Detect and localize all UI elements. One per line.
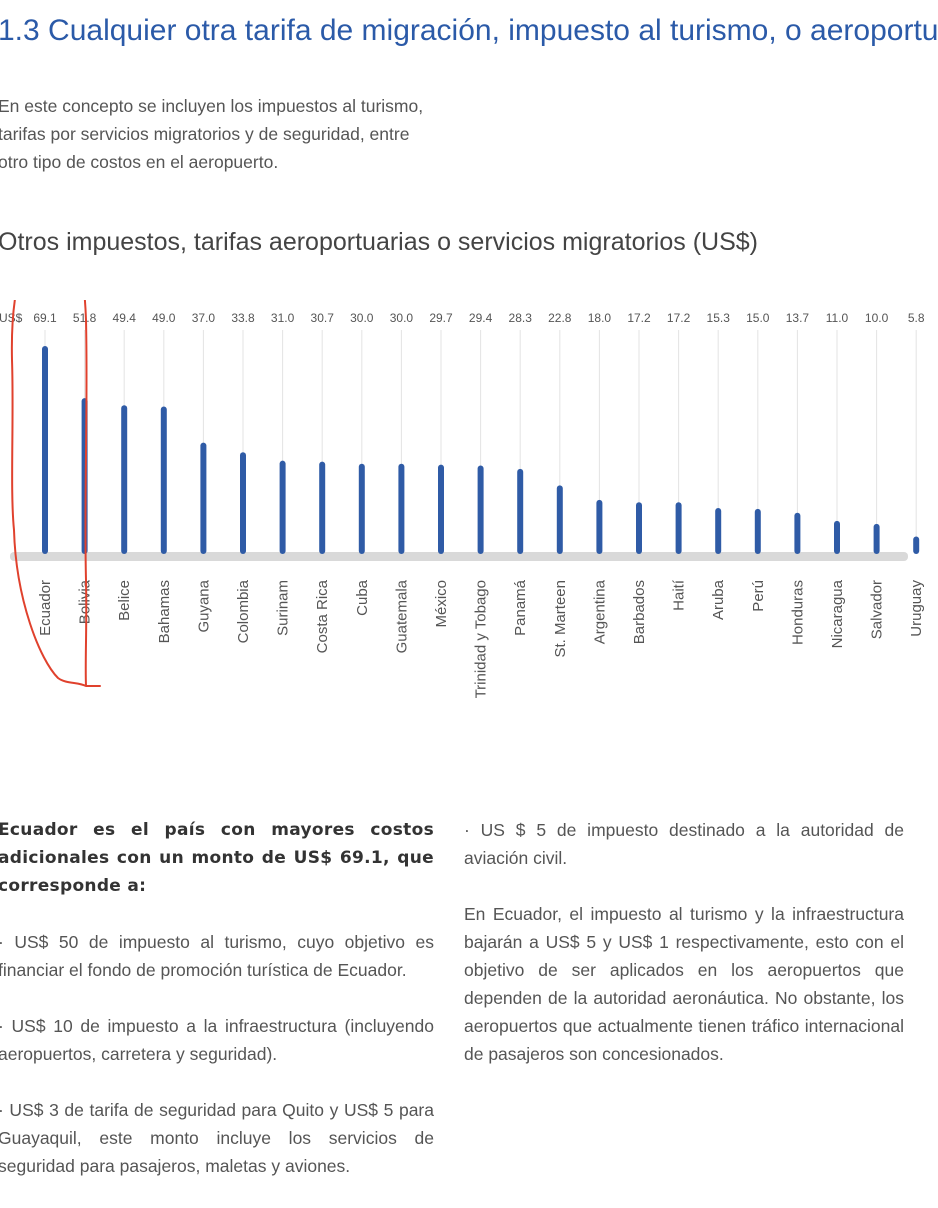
bar	[42, 346, 48, 554]
bar	[873, 523, 880, 554]
category-label: Uruguay	[908, 580, 925, 637]
category-label: Colombia	[235, 579, 252, 643]
category-label: Costa Rica	[314, 579, 331, 653]
bar	[160, 406, 167, 554]
category-label: Ecuador	[37, 580, 54, 636]
chart-title: Otros impuestos, tarifas aeroportuarias …	[0, 228, 758, 256]
data-label: 15.0	[746, 311, 770, 325]
category-label: St. Marteen	[552, 580, 569, 658]
data-label: 5.8	[908, 311, 925, 325]
data-label: 28.3	[509, 311, 533, 325]
data-label: 17.2	[667, 311, 691, 325]
bar	[556, 485, 563, 554]
category-label: Bahamas	[156, 580, 173, 643]
bar	[438, 464, 444, 554]
category-label: Aruba	[710, 579, 727, 620]
data-label: 30.0	[350, 311, 374, 325]
data-label: 30.0	[390, 311, 414, 325]
data-label: 18.0	[588, 311, 612, 325]
data-label: 29.4	[469, 311, 493, 325]
data-label: 29.7	[429, 311, 453, 325]
bar	[715, 507, 722, 554]
category-label: Belice	[116, 580, 133, 621]
category-label: Cuba	[354, 579, 371, 616]
list-item: · US $ 5 de impuesto destinado a la auto…	[464, 820, 904, 868]
list-item: · US$ 50 de impuesto al turismo, cuyo ob…	[0, 932, 434, 980]
x-axis-baseline	[10, 552, 908, 561]
bar	[675, 502, 682, 554]
category-label: Guyana	[195, 579, 212, 632]
key-finding: Ecuador es el país con mayores costos ad…	[0, 820, 434, 896]
data-label: 13.7	[786, 311, 810, 325]
bar	[240, 452, 246, 554]
bar	[596, 499, 603, 554]
data-label: 49.4	[113, 311, 137, 325]
left-text-column: Ecuador es el país con mayores costos ad…	[0, 816, 434, 1208]
data-label: 33.8	[231, 311, 255, 325]
bar	[279, 460, 286, 554]
bar	[200, 442, 207, 554]
bar-chart: US$ 69.1 51.8 49.4 49.0 37.0 33.8 31.0 30.7 30.0…	[0, 300, 925, 698]
category-label: Argentina	[591, 579, 608, 644]
data-label: 31.0	[271, 311, 295, 325]
category-label: Guatemala	[393, 579, 410, 653]
data-label: 17.2	[627, 311, 651, 325]
bar	[477, 465, 484, 554]
bar	[794, 512, 801, 554]
bar	[121, 405, 128, 554]
bar	[834, 520, 840, 554]
bar	[636, 502, 642, 554]
bar	[358, 463, 365, 554]
data-label: 30.7	[311, 311, 335, 325]
category-label: Nicaragua	[829, 579, 846, 648]
data-label: 22.8	[548, 311, 572, 325]
data-label: 69.1	[33, 311, 57, 325]
data-label: 11.0	[826, 311, 849, 325]
body-paragraph: En Ecuador, el impuesto al turismo y la …	[464, 904, 904, 1064]
annotation-freehand-circle	[10, 300, 101, 687]
list-item: · US$ 3 de tarifa de seguridad para Quit…	[0, 1100, 434, 1176]
bar	[319, 461, 326, 554]
list-item: · US$ 10 de impuesto a la infraestructur…	[0, 1016, 434, 1064]
category-label: Perú	[750, 580, 767, 612]
category-label: Panamá	[512, 579, 529, 636]
section-heading: 1.3 Cualquier otra tarifa de migración, …	[0, 14, 938, 47]
data-label: 10.0	[865, 311, 889, 325]
category-label: Barbados	[631, 580, 648, 644]
data-label: 15.3	[707, 311, 731, 325]
bar	[398, 463, 405, 554]
category-label: Bolivia	[77, 579, 94, 624]
data-label: 37.0	[192, 311, 216, 325]
category-label: Trinidad y Tobago	[473, 580, 490, 698]
right-text-column: · US $ 5 de impuesto destinado a la auto…	[464, 816, 904, 1096]
category-label: México	[433, 580, 450, 628]
bar	[754, 508, 761, 554]
intro-paragraph: En este concepto se incluyen los impuest…	[0, 96, 424, 172]
y-unit-label: US$	[0, 311, 23, 325]
bar	[517, 468, 524, 554]
category-label: Haití	[671, 579, 688, 611]
bar	[913, 536, 920, 554]
category-label: Salvador	[869, 580, 886, 639]
category-label: Surinam	[275, 580, 292, 636]
category-label: Honduras	[789, 580, 806, 645]
data-label: 51.8	[73, 311, 97, 325]
data-label: 49.0	[152, 311, 176, 325]
